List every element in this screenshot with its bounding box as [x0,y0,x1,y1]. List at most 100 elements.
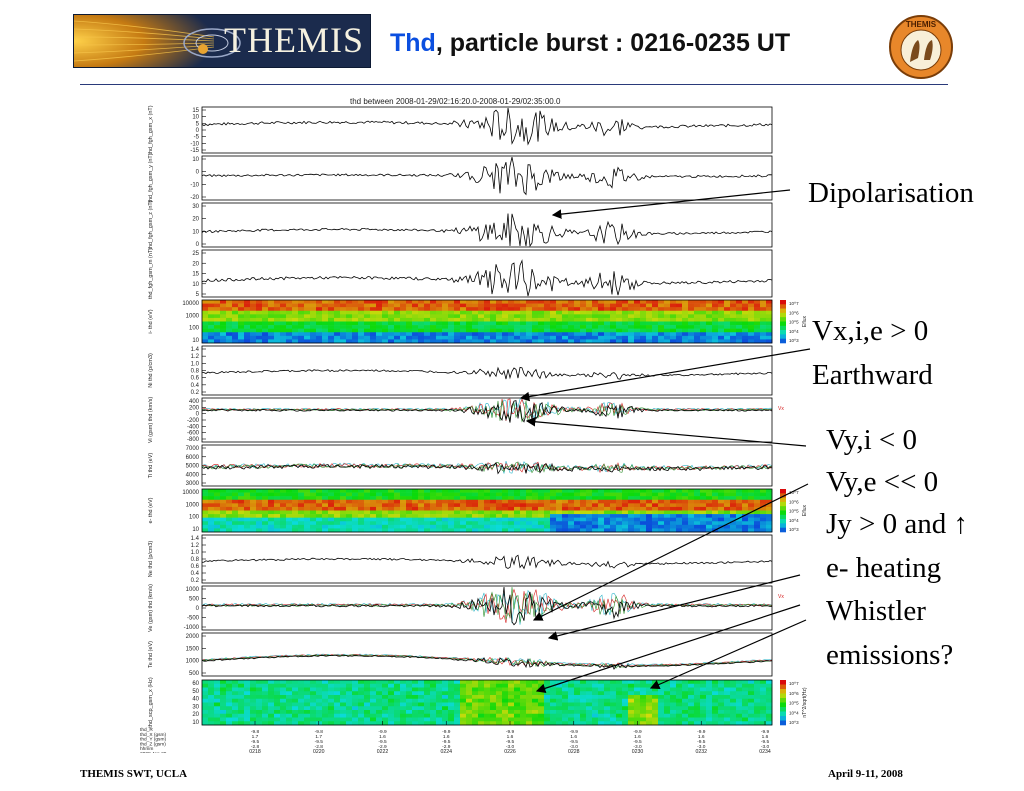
spectrogram-cell [526,521,533,526]
spectrogram-cell [556,328,563,333]
spectrogram-cell [418,317,425,322]
spectrogram-cell [280,503,287,508]
spectrogram-cell [526,721,533,726]
spectrogram-cell [214,514,221,518]
spectrogram-cell [766,310,773,315]
spectrogram-cell [664,510,671,515]
spectrogram-cell [298,310,305,315]
spectrogram-cell [622,339,629,344]
spectrogram-cell [550,517,557,522]
spectrogram-cell [622,514,629,518]
spectrogram-cell [250,332,257,337]
spectrogram-cell [388,698,395,703]
spectrogram-cell [562,695,569,700]
spectrogram-cell [292,721,299,726]
spectrogram-cell [214,687,221,692]
spectrogram-cell [292,695,299,700]
spectrogram-cell [508,339,515,344]
spectrogram-cell [334,698,341,703]
spectrogram-cell [370,528,377,533]
spectrogram-cell [598,528,605,533]
spectrogram-cell [730,492,737,497]
spectrogram-cell [646,691,653,696]
spectrogram-cell [286,510,293,515]
spectrogram-cell [670,339,677,344]
panel-frame [201,155,773,201]
spectrogram-cell [490,717,497,722]
spectrogram-cell [298,314,305,319]
spectrogram-cell [304,514,311,518]
spectrogram-cell [730,524,737,529]
spectrogram-cell [640,721,647,726]
spectrogram-cell [334,321,341,326]
spectrogram-cell [598,680,605,685]
panel-ylabel: Ti thd (eV) [148,453,154,479]
spectrogram-cell [400,503,407,508]
spectrogram-cell [748,695,755,700]
spectrogram-cell [454,317,461,322]
spectrogram-cell [598,506,605,511]
spectrogram-cell [538,325,545,329]
themis-mission-badge: THEMIS [889,15,953,79]
spectrogram-cell [382,503,389,508]
x-tick-label: 0234 [759,749,771,753]
spectrogram-cell [412,503,419,508]
spectrogram-cell [208,310,215,315]
spectrogram-cell [226,335,233,340]
spectrogram-cell [256,317,263,322]
spectrogram-cell [472,332,479,337]
spectrogram-cell [454,698,461,703]
spectrogram-cell [418,328,425,333]
spectrogram-cell [346,687,353,692]
spectrogram-cell [274,489,281,493]
spectrogram-cell [688,528,695,533]
spectrogram-cell [604,710,611,715]
spectrogram-cell [388,680,395,685]
spectrogram-cell [244,310,251,315]
spectrogram-cell [700,300,707,304]
spectrogram-cell [436,695,443,700]
spectrogram-cell [274,300,281,304]
spectrogram-cell [682,517,689,522]
spectrogram-cell [382,317,389,322]
spectrogram-cell [670,510,677,515]
spectrogram-cell [292,710,299,715]
spectrogram-cell [280,698,287,703]
spectrogram-cell [688,332,695,337]
spectrogram-cell [376,317,383,322]
y-tick-label: 5 [196,121,200,127]
spectrogram-cell [430,332,437,337]
series-line [201,654,773,670]
spectrogram-cell [274,683,281,688]
arrow-whistler-1 [535,604,801,693]
spectrogram-cell [352,310,359,315]
spectrogram-cell [370,702,377,707]
spectrogram-cell [586,706,593,711]
spectrogram-cell [514,317,521,322]
spectrogram-cell [604,321,611,326]
spectrogram-cell [484,328,491,333]
spectrogram-cell [418,683,425,688]
spectrogram-cell [718,496,725,501]
spectrogram-cell [478,683,485,688]
spectrogram-cell [496,321,503,326]
spectrogram-cell [520,524,527,529]
y-tick-label: 1500 [186,646,200,652]
spectrogram-cell [616,307,623,312]
y-tick-label: 10 [192,527,199,533]
spectrogram-cell [592,332,599,337]
spectrogram-cell [316,702,323,707]
spectrogram-cell [490,721,497,726]
spectrogram-cell [472,528,479,533]
spectrogram-cell [202,303,209,308]
spectrogram-cell [328,510,335,515]
spectrogram-cell [724,691,731,696]
spectrogram-cell [304,521,311,526]
spectrogram-cell [712,335,719,340]
spectrogram-cell [682,335,689,340]
spectrogram-cell [718,328,725,333]
spectrogram-cell [412,698,419,703]
spectrogram-cell [328,492,335,497]
spectrogram-cell [412,328,419,333]
spectrogram-cell [586,514,593,518]
